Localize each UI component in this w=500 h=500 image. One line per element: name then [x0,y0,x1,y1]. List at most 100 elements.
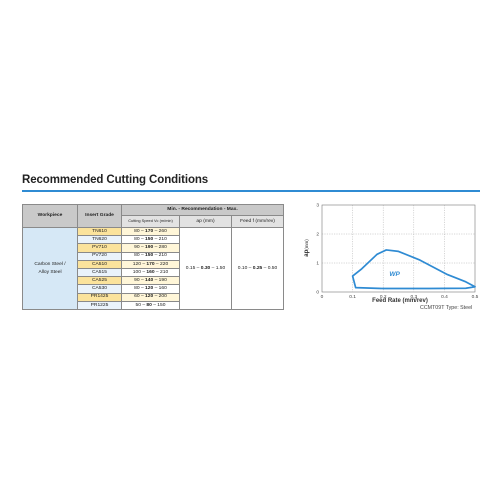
workpiece-line-1: Carbon Steel / [34,261,66,267]
table-body: Carbon Steel / Alloy Steel TN610 80 – 170 –… [22,226,284,310]
wp-region-label: WP [389,271,400,278]
cutting-speed-cell: 80 – 120 – 160 [121,284,180,294]
speed-min: 120 [132,261,141,267]
x-tick-labels: 0 0.1 0.2 0.3 0.4 0.5 [321,294,479,300]
range-separator: – [139,278,146,284]
speed-max: 160 [158,286,167,292]
insert-grade-cell: PV710 [77,243,122,253]
y-axis-label: ap(mm) [304,239,310,257]
workpiece-cell: Carbon Steel / Alloy Steel [22,227,78,310]
cutting-speed-cell: 80 – 150 – 210 [121,235,180,245]
range-separator: – [139,253,146,259]
range-separator: – [139,286,146,292]
table-row: PR1225 50 – 80 – 150 [23,300,284,310]
feed-rec: 0.25 [252,265,263,271]
speed-recommended: 140 [145,278,154,284]
speed-max: 210 [160,269,169,275]
range-separator: – [139,245,146,251]
insert-grade-cell: PR1425 [77,292,122,302]
speed-recommended: 190 [145,245,154,251]
insert-grade-cell: CA510 [77,259,122,269]
cutting-speed-cell: 120 – 170 – 220 [121,259,180,269]
cutting-speed-cell: 80 – 150 – 210 [121,251,180,261]
cutting-speed-cell: 90 – 140 – 190 [121,276,180,286]
range-separator: – [247,265,253,271]
x-tick-label: 0.5 [472,294,479,300]
cutting-conditions-table: Workpiece Insert Grade Min. - Recommenda… [22,204,284,310]
y-tick-label: 0 [316,290,319,296]
workpiece-line-2: Alloy Steel [38,269,62,275]
range-separator: – [153,294,159,300]
speed-max: 210 [158,253,167,259]
feed-min: 0.10 [237,265,248,271]
chart-grid [322,205,475,292]
speed-max: 200 [158,294,167,300]
speed-min: 100 [132,269,141,275]
range-separator: – [195,265,201,271]
range-separator: – [262,265,268,271]
speed-min: 80 [134,253,140,259]
range-separator: – [154,269,161,275]
y-tick-label: 2 [316,232,319,238]
speed-recommended: 170 [145,228,154,234]
speed-recommended: 150 [145,237,154,243]
cutting-range-chart: 0 0.1 0.2 0.3 0.4 0.5 0 1 2 3 WP Feed Rate (mm/r… [304,203,479,304]
page-title: Recommended Cutting Conditions [22,174,209,186]
speed-min: 90 [134,278,140,284]
range-separator: – [153,286,159,292]
insert-grade-cell: PV720 [77,251,122,261]
speed-max: 260 [158,228,167,234]
speed-recommended: 80 [146,302,152,308]
x-tick-label: 0.4 [441,294,448,300]
cutting-speed-cell: 60 – 120 – 200 [121,292,180,302]
range-separator: – [153,245,159,251]
x-tick-label: 0 [321,294,324,300]
cutting-speed-cell: 100 – 160 – 210 [121,267,180,278]
range-separator: – [151,302,158,308]
feed-range-cell: 0.10 – 0.25 – 0.50 [231,227,284,310]
speed-max: 220 [160,261,169,267]
x-tick-label: 0.2 [380,294,387,300]
title-underline [22,190,480,192]
ap-rec: 0.30 [200,265,211,271]
plot-frame [321,204,476,293]
range-separator: – [140,261,147,267]
speed-min: 80 [134,286,140,292]
range-separator: – [153,278,159,284]
speed-recommended: 150 [145,253,154,259]
table-row: PV710 90 – 190 – 280 [23,243,284,253]
header-workpiece: Workpiece [22,204,78,228]
range-separator: – [210,265,216,271]
speed-min: 90 [134,245,140,251]
header-feed: Feed f (mm/rev) [231,215,284,228]
speed-max: 280 [158,245,167,251]
range-separator: – [140,269,147,275]
insert-grade-cell: TN620 [77,235,122,245]
insert-grade-cell: PR1225 [77,300,122,310]
header-cutting-speed: Cutting Speed Vc (m/min) [121,215,180,228]
range-separator: – [153,228,159,234]
feed-max: 0.50 [267,265,278,271]
speed-min: 50 [135,302,141,308]
cutting-speed-cell: 90 – 190 – 280 [121,243,180,253]
table-row: PV720 80 – 150 – 210 [23,251,284,261]
ap-range-cell: 0.15 – 0.30 – 1.50 [179,227,232,310]
speed-min: 60 [134,294,140,300]
insert-grade-cell: CA525 [77,276,122,286]
speed-min: 80 [134,228,140,234]
range-separator: – [153,253,159,259]
cutting-speed-cell: 50 – 80 – 150 [121,300,180,310]
speed-max: 150 [157,302,166,308]
y-axis-label-main: ap [304,249,310,256]
insert-type-note: CCMT09T Type: Steel [420,305,473,311]
x-axis-label: Feed Rate (mm/rev) [372,298,428,304]
range-separator: – [139,228,146,234]
speed-recommended: 120 [145,294,154,300]
y-tick-labels: 0 1 2 3 [316,203,319,296]
range-separator: – [153,237,159,243]
speed-max: 210 [158,237,167,243]
x-tick-label: 0.3 [410,294,417,300]
speed-recommended: 120 [145,286,154,292]
y-tick-label: 3 [316,203,319,209]
table-row: Carbon Steel / Alloy Steel TN610 80 – 170 –… [22,226,284,310]
